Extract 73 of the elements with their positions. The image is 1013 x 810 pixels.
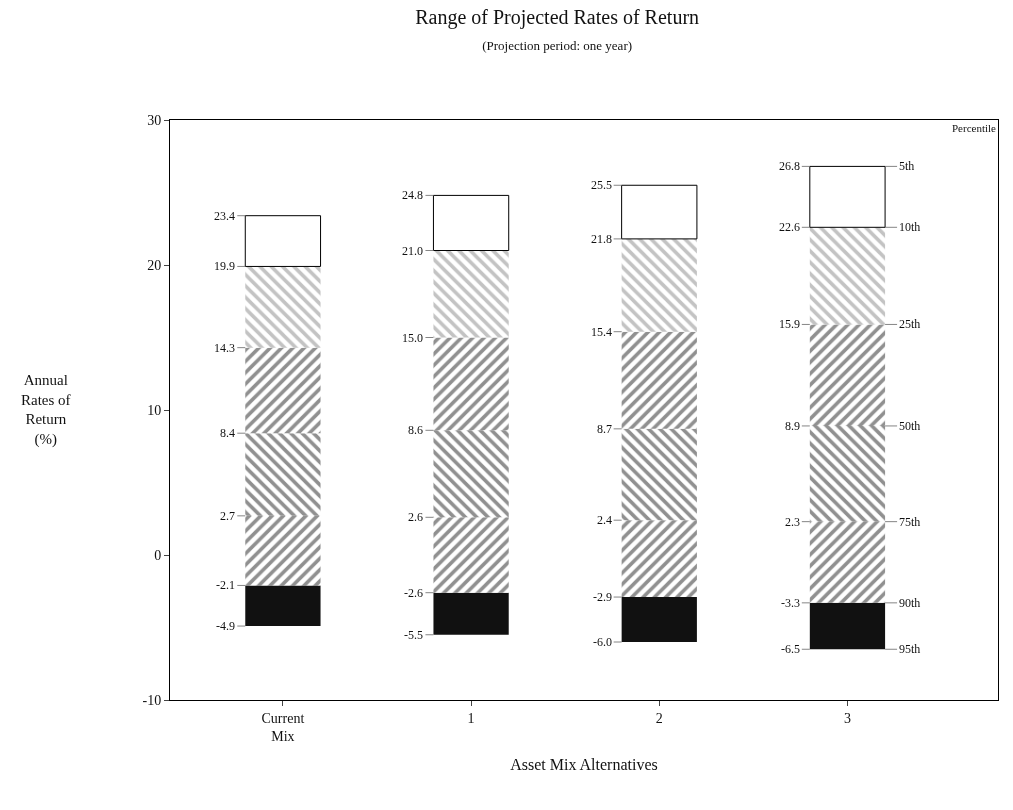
- bar: [809, 324, 886, 426]
- annotation: 19.9: [214, 259, 235, 273]
- annotation: 50th: [899, 419, 921, 433]
- bar: [245, 433, 321, 516]
- y-axis-title: Annual Rates of Return (%): [21, 372, 71, 448]
- annotation: 25.5: [591, 178, 612, 192]
- bar: [809, 227, 886, 325]
- annotation: 2.3: [785, 515, 800, 529]
- bar: [245, 515, 321, 586]
- annotation: -4.9: [216, 619, 235, 633]
- bar: [621, 597, 697, 642]
- annotation: 2.6: [408, 510, 423, 524]
- y-tick-label: 10: [147, 402, 162, 418]
- bar: [621, 184, 698, 240]
- bar: [621, 238, 697, 332]
- annotation: -5.5: [404, 628, 423, 642]
- bar: [433, 337, 509, 431]
- bar: [432, 194, 510, 251]
- annotation: -2.1: [216, 578, 235, 592]
- annotation: -3.3: [781, 596, 800, 610]
- annotation: -2.9: [593, 590, 612, 604]
- annotation: 5th: [899, 159, 915, 173]
- bar: [433, 592, 509, 635]
- x-tick-label: Current Mix: [261, 710, 305, 744]
- annotation: 8.6: [408, 423, 423, 437]
- y-tick-label: -10: [142, 692, 162, 708]
- annotation: 21.0: [402, 244, 423, 258]
- annotation: -2.6: [404, 586, 423, 600]
- bar: [621, 331, 697, 429]
- annotation: 14.3: [214, 341, 235, 355]
- annotation: 2.4: [597, 513, 612, 527]
- bar: [621, 520, 697, 598]
- y-tick-label: 20: [147, 257, 162, 273]
- annotation: 8.7: [597, 422, 612, 436]
- x-axis-title: Asset Mix Alternatives: [510, 755, 658, 773]
- annotation: 26.8: [779, 159, 800, 173]
- annotation: -6.5: [781, 642, 800, 656]
- bar: [245, 585, 321, 627]
- annotation: 15.4: [591, 325, 612, 339]
- annotation: 95th: [899, 642, 921, 656]
- bar: [433, 517, 509, 593]
- annotation: 24.8: [402, 188, 423, 202]
- bar: [809, 602, 886, 650]
- bar: [245, 266, 321, 348]
- annotation: 21.8: [591, 232, 612, 246]
- bar: [245, 347, 321, 434]
- x-tick-label: 3: [843, 710, 851, 726]
- annotation: 22.6: [779, 220, 800, 234]
- annotation: 8.9: [785, 419, 800, 433]
- annotation: 8.4: [220, 426, 235, 440]
- annotation: 2.7: [220, 509, 235, 523]
- bar: [621, 428, 697, 521]
- annotation: -6.0: [593, 635, 612, 649]
- y-tick-label: 30: [147, 112, 162, 128]
- x-tick-label: 1: [467, 710, 475, 726]
- bar: [244, 215, 322, 267]
- annotation: 25th: [899, 317, 921, 331]
- chart-title: Range of Projected Rates of Return: [415, 6, 700, 30]
- annotation: 23.4: [214, 209, 235, 223]
- chart-subtitle: (Projection period: one year): [482, 38, 633, 54]
- annotation: 15.9: [779, 317, 800, 331]
- bar: [809, 521, 886, 603]
- y-tick-label: 0: [154, 547, 162, 563]
- bar: [809, 165, 886, 228]
- annotation: 90th: [899, 596, 921, 610]
- x-tick-label: 2: [655, 710, 663, 726]
- bar: [433, 250, 509, 338]
- annotation: 15.0: [402, 331, 423, 345]
- annotation: 75th: [899, 515, 921, 529]
- bar: [809, 425, 886, 522]
- annotation: Percentile: [952, 122, 997, 134]
- bar: [433, 430, 509, 518]
- annotation: 10th: [899, 220, 921, 234]
